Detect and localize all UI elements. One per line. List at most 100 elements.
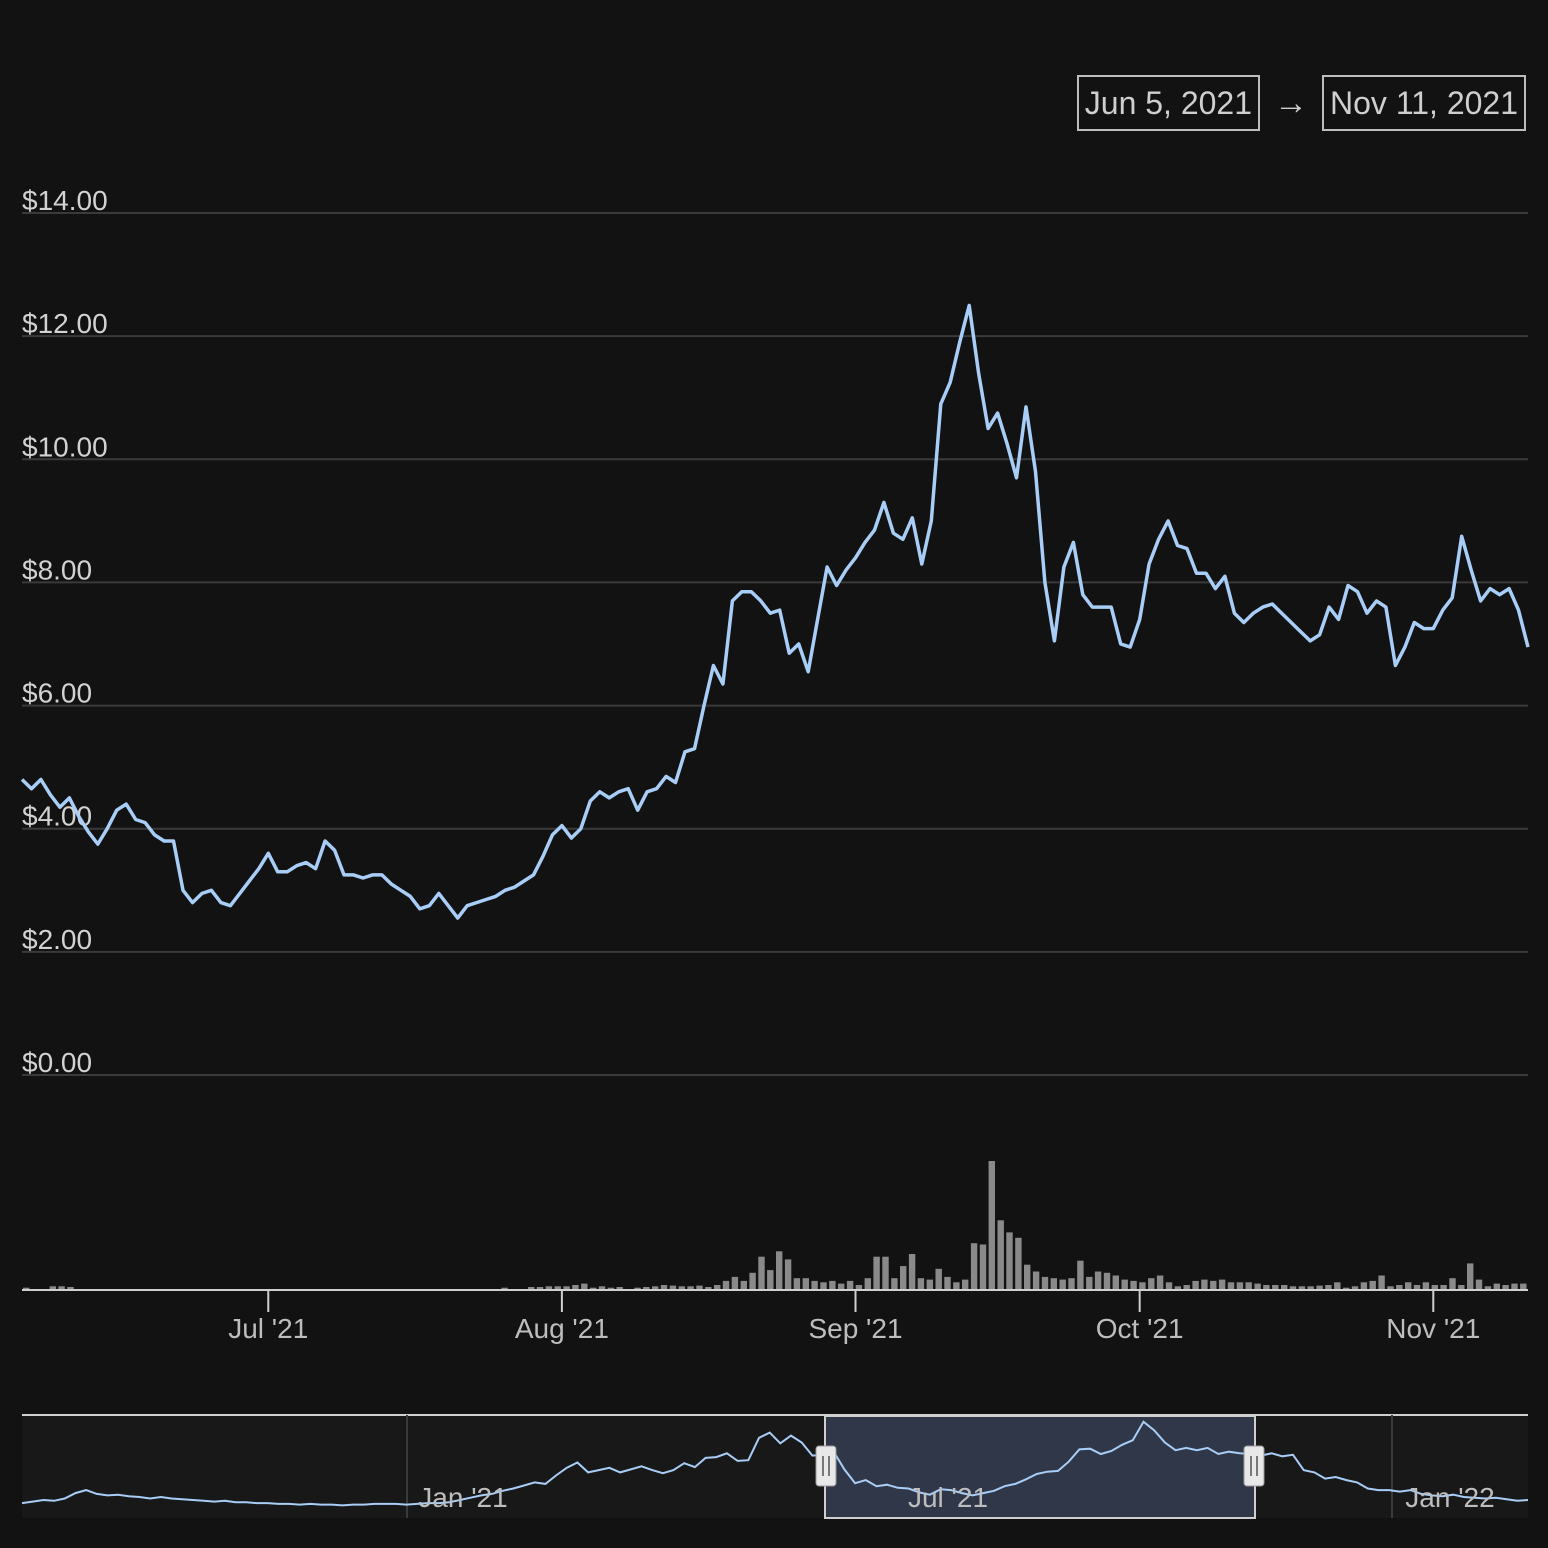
- x-axis: Jul '21 Aug '21 Sep '21 Oct '21 Nov '21: [228, 1290, 1480, 1344]
- volume-bar: [784, 1259, 792, 1289]
- volume-bar: [643, 1287, 650, 1289]
- range-end-input[interactable]: Nov 11, 2021: [1322, 75, 1526, 131]
- volume-bar: [767, 1270, 774, 1289]
- volume-bar: [1094, 1271, 1102, 1289]
- x-tick-label: Jul '21: [228, 1313, 308, 1344]
- navigator-right-handle[interactable]: [1243, 1445, 1265, 1487]
- volume-bar: [962, 1279, 969, 1289]
- volume-bar: [581, 1283, 588, 1289]
- volume-bar: [1218, 1279, 1226, 1289]
- volume-bar: [1254, 1283, 1261, 1289]
- volume-bar: [1174, 1286, 1181, 1289]
- volume-bar: [1511, 1283, 1518, 1289]
- navigator-background: [22, 1415, 1528, 1518]
- x-tick-label: Nov '21: [1386, 1313, 1480, 1344]
- volume-bar: [669, 1285, 677, 1289]
- y-tick-label: $0.00: [22, 1047, 92, 1078]
- volume-bar: [1210, 1280, 1217, 1289]
- volume-bar: [1369, 1280, 1376, 1289]
- volume-bar: [1484, 1286, 1492, 1289]
- volume-bar: [722, 1280, 730, 1289]
- navigator-label: Jan '22: [1405, 1482, 1494, 1513]
- navigator-label: Jan '21: [418, 1482, 507, 1513]
- y-tick-label: $12.00: [22, 308, 108, 339]
- volume-bar: [1405, 1282, 1412, 1289]
- volume-bar: [926, 1279, 933, 1289]
- price-series-line: [20, 303, 1530, 920]
- x-tick-label: Sep '21: [808, 1313, 902, 1344]
- volume-bar: [652, 1286, 659, 1289]
- volume-bar: [1467, 1263, 1474, 1289]
- volume-bar: [1201, 1279, 1208, 1289]
- volume-bar: [731, 1276, 739, 1289]
- range-navigator[interactable]: Jan '21 Jul '21 Jan '22: [21, 1414, 1529, 1519]
- volume-bar: [811, 1280, 818, 1289]
- volume-bar: [1413, 1285, 1421, 1289]
- volume-bar: [1236, 1282, 1244, 1289]
- volume-bar: [900, 1266, 907, 1289]
- volume-bar: [1227, 1282, 1235, 1289]
- navigator-series-line: [21, 1420, 1529, 1507]
- volume-bar: [1263, 1285, 1270, 1289]
- volume-bar: [1165, 1282, 1173, 1289]
- volume-bar: [855, 1285, 863, 1289]
- volume-bar: [988, 1161, 995, 1289]
- volume-bar: [590, 1287, 597, 1289]
- volume-bar: [1449, 1278, 1456, 1289]
- volume-bar: [758, 1256, 765, 1289]
- volume-bar: [1041, 1276, 1049, 1289]
- navigator-label: Jul '21: [908, 1482, 988, 1513]
- volume-bar: [1396, 1285, 1403, 1289]
- volume-bar: [634, 1287, 641, 1289]
- volume-bar: [1015, 1237, 1022, 1289]
- volume-bar: [882, 1256, 889, 1289]
- volume-bar: [1289, 1286, 1297, 1289]
- volume-bar: [660, 1285, 668, 1289]
- volume-bar: [1343, 1287, 1350, 1289]
- volume-bar: [1139, 1282, 1146, 1289]
- volume-bar: [1068, 1278, 1075, 1289]
- volume-bar: [1307, 1286, 1314, 1289]
- y-tick-label: $10.00: [22, 431, 108, 462]
- volume-bar: [820, 1282, 827, 1289]
- volume-bar: [1006, 1232, 1013, 1289]
- volume-bar: [1121, 1279, 1128, 1289]
- y-tick-label: $14.00: [22, 185, 108, 216]
- volume-bar: [572, 1285, 579, 1289]
- volume-bar: [846, 1280, 854, 1289]
- volume-bar: [935, 1268, 942, 1289]
- x-tick-label: Aug '21: [515, 1313, 609, 1344]
- volume-bar: [917, 1278, 925, 1289]
- volume-bar: [1245, 1282, 1252, 1289]
- volume-bar: [802, 1278, 809, 1289]
- y-tick-label: $6.00: [22, 678, 92, 709]
- volume-bar: [67, 1287, 74, 1289]
- volume-bar: [1378, 1275, 1385, 1289]
- navigator-left-handle[interactable]: [815, 1445, 837, 1487]
- volume-bar: [953, 1282, 960, 1289]
- x-tick-label: Oct '21: [1096, 1313, 1184, 1344]
- volume-bar: [563, 1286, 570, 1289]
- volume-bar: [1050, 1278, 1057, 1289]
- volume-bar: [1032, 1271, 1040, 1289]
- range-start-input[interactable]: Jun 5, 2021: [1076, 75, 1261, 131]
- volume-bar: [545, 1286, 553, 1289]
- volume-bar: [607, 1287, 615, 1289]
- volume-bar: [1103, 1272, 1111, 1289]
- volume-bar: [1298, 1286, 1306, 1289]
- volume-bar: [1387, 1286, 1394, 1289]
- volume-bar: [1281, 1285, 1288, 1289]
- volume-bar: [997, 1220, 1004, 1289]
- volume-bar: [1431, 1285, 1438, 1289]
- volume-bar: [1520, 1283, 1527, 1289]
- volume-bar: [793, 1278, 801, 1289]
- volume-bar: [1316, 1285, 1323, 1289]
- volume-bar: [873, 1256, 880, 1289]
- volume-bar: [749, 1272, 756, 1289]
- date-range-selector: Jun 5, 2021 → Nov 11, 2021: [1076, 75, 1526, 131]
- volume-bar: [1475, 1279, 1483, 1289]
- volume-bar: [528, 1287, 535, 1289]
- volume-bar: [829, 1280, 836, 1289]
- volume-bar: [1156, 1275, 1164, 1289]
